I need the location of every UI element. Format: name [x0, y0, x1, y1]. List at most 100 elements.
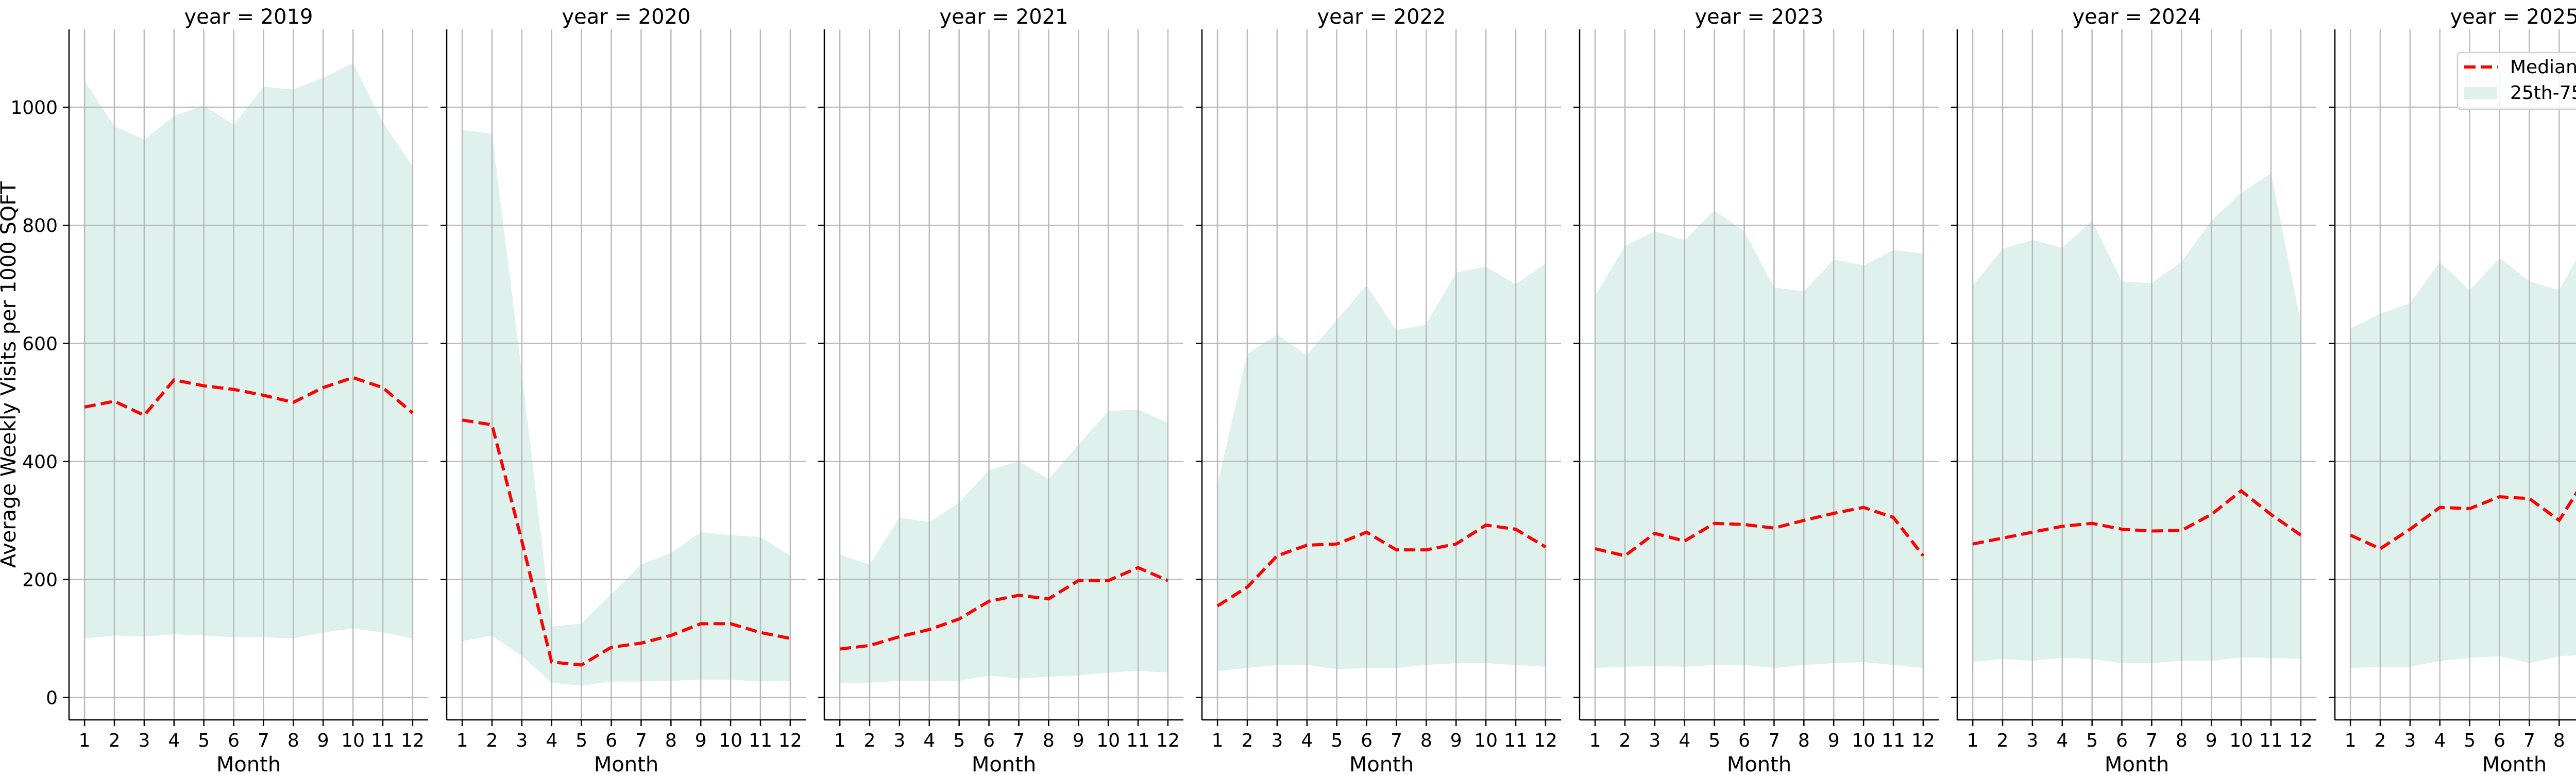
- x-tick-label: 10: [2229, 730, 2253, 751]
- x-tick-label: 3: [138, 730, 150, 751]
- x-tick-label: 1: [1589, 730, 1601, 751]
- x-tick-label: 5: [953, 730, 965, 751]
- x-tick-label: 8: [2176, 730, 2188, 751]
- x-tick-label: 10: [1474, 730, 1498, 751]
- x-tick-label: 10: [341, 730, 365, 751]
- x-tick-label: 12: [1911, 730, 1935, 751]
- legend-band-swatch: [2464, 87, 2497, 99]
- x-tick-label: 1: [456, 730, 468, 751]
- x-tick-label: 6: [1738, 730, 1750, 751]
- percentile-band: [84, 63, 413, 638]
- x-tick-label: 6: [2494, 730, 2505, 751]
- x-tick-label: 1: [834, 730, 846, 751]
- x-tick-label: 12: [401, 730, 425, 751]
- x-tick-label: 4: [1679, 730, 1690, 751]
- x-tick-label: 9: [695, 730, 707, 751]
- panel-title: year = 2021: [940, 5, 1069, 29]
- x-tick-label: 7: [2523, 730, 2535, 751]
- x-tick-label: 7: [1391, 730, 1402, 751]
- x-tick-label: 2: [1242, 730, 1253, 751]
- x-axis-label: Month: [1727, 753, 1791, 773]
- x-tick-label: 4: [2434, 730, 2446, 751]
- percentile-band: [840, 410, 1168, 683]
- x-tick-label: 6: [228, 730, 240, 751]
- x-tick-label: 3: [516, 730, 528, 751]
- y-tick-label: 1000: [10, 97, 58, 119]
- x-tick-label: 9: [1450, 730, 1462, 751]
- x-tick-label: 8: [287, 730, 299, 751]
- x-tick-label: 12: [1534, 730, 1557, 751]
- x-tick-label: 1: [2345, 730, 2357, 751]
- x-tick-label: 2: [2375, 730, 2386, 751]
- x-axis-label: Month: [1349, 753, 1414, 773]
- x-tick-label: 5: [1708, 730, 1720, 751]
- x-tick-label: 9: [2206, 730, 2217, 751]
- x-tick-label: 3: [2404, 730, 2416, 751]
- x-tick-label: 7: [1768, 730, 1780, 751]
- percentile-band: [462, 130, 790, 686]
- x-tick-label: 3: [893, 730, 905, 751]
- y-tick-label: 800: [22, 215, 58, 237]
- x-tick-label: 11: [371, 730, 395, 751]
- x-tick-label: 5: [2464, 730, 2476, 751]
- legend-band-label: 25th-75th Percentile: [2510, 82, 2576, 104]
- x-tick-label: 5: [2086, 730, 2098, 751]
- x-tick-label: 6: [605, 730, 617, 751]
- x-tick-label: 5: [198, 730, 210, 751]
- x-tick-label: 9: [1073, 730, 1084, 751]
- percentile-band: [1595, 211, 1923, 668]
- x-tick-label: 10: [1852, 730, 1875, 751]
- x-tick-label: 11: [1126, 730, 1150, 751]
- x-tick-label: 5: [1331, 730, 1343, 751]
- x-tick-label: 8: [1043, 730, 1055, 751]
- percentile-band: [1217, 264, 1546, 671]
- x-tick-label: 2: [1997, 730, 2009, 751]
- x-tick-label: 11: [2259, 730, 2283, 751]
- x-tick-label: 7: [635, 730, 647, 751]
- x-tick-label: 10: [719, 730, 742, 751]
- panel-title: year = 2022: [1317, 5, 1446, 29]
- x-tick-label: 7: [258, 730, 269, 751]
- x-tick-label: 3: [2026, 730, 2038, 751]
- x-tick-label: 11: [749, 730, 772, 751]
- x-tick-label: 1: [1212, 730, 1224, 751]
- panel-title: year = 2025: [2450, 5, 2576, 29]
- x-tick-label: 4: [923, 730, 935, 751]
- percentile-band: [1973, 173, 2301, 663]
- x-tick-label: 4: [168, 730, 180, 751]
- x-tick-label: 12: [1156, 730, 1180, 751]
- x-tick-label: 8: [665, 730, 677, 751]
- x-tick-label: 10: [1096, 730, 1120, 751]
- x-tick-label: 8: [1798, 730, 1810, 751]
- x-tick-label: 2: [1619, 730, 1631, 751]
- x-tick-label: 9: [1828, 730, 1840, 751]
- x-tick-label: 7: [2146, 730, 2158, 751]
- panel-title: year = 2024: [2073, 5, 2201, 29]
- x-tick-label: 2: [486, 730, 498, 751]
- x-tick-label: 11: [1882, 730, 1905, 751]
- x-tick-label: 1: [1967, 730, 1979, 751]
- x-axis-label: Month: [594, 753, 658, 773]
- y-tick-label: 600: [22, 333, 58, 355]
- x-tick-label: 8: [2553, 730, 2565, 751]
- panel-title: year = 2020: [562, 5, 691, 29]
- x-axis-label: Month: [2105, 753, 2169, 773]
- x-tick-label: 4: [546, 730, 557, 751]
- x-tick-label: 11: [1504, 730, 1528, 751]
- y-tick-label: 400: [22, 451, 58, 473]
- x-axis-label: Month: [216, 753, 281, 773]
- x-axis-label: Month: [972, 753, 1036, 773]
- x-tick-label: 4: [2056, 730, 2068, 751]
- x-tick-label: 3: [1649, 730, 1660, 751]
- x-tick-label: 6: [1361, 730, 1372, 751]
- x-tick-label: 3: [1271, 730, 1283, 751]
- x-tick-label: 8: [1420, 730, 1432, 751]
- x-tick-label: 7: [1013, 730, 1025, 751]
